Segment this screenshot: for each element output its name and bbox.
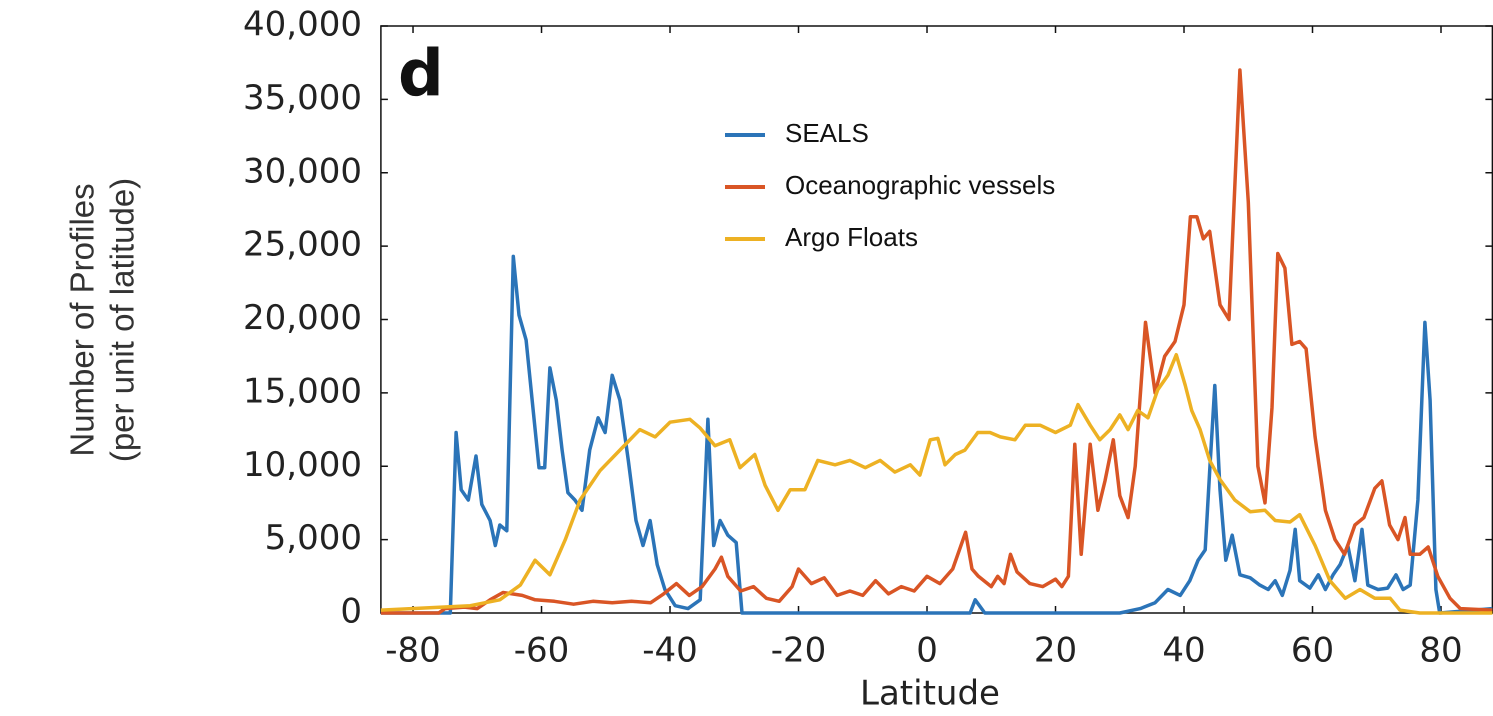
y-tick-label: 35,000 bbox=[243, 78, 362, 118]
y-tick-label: 40,000 bbox=[243, 5, 362, 45]
panel-label: d bbox=[398, 38, 444, 112]
x-tick-label: 20 bbox=[1034, 631, 1077, 671]
y-tick-label: 20,000 bbox=[243, 298, 362, 338]
plot-frame bbox=[380, 25, 1493, 614]
y-axis-label-line: (per unit of latitude) bbox=[104, 178, 141, 462]
x-tick-label: -60 bbox=[514, 631, 570, 671]
x-tick-label: 0 bbox=[916, 631, 938, 671]
data-line bbox=[380, 254, 1493, 615]
y-axis-label-line: Number of Profiles bbox=[64, 183, 101, 456]
x-tick-label: 60 bbox=[1291, 631, 1334, 671]
x-tick-label: -80 bbox=[385, 631, 441, 671]
x-tick-label: -20 bbox=[771, 631, 827, 671]
data-line bbox=[380, 352, 1493, 615]
y-tick-label: 30,000 bbox=[243, 151, 362, 191]
legend-label: Oceanographic vessels bbox=[785, 170, 1055, 200]
data-line bbox=[380, 68, 1493, 615]
x-axis-label: Latitude bbox=[860, 674, 1000, 714]
y-tick-label: 10,000 bbox=[243, 445, 362, 485]
x-tick-label: -40 bbox=[642, 631, 698, 671]
y-tick-label: 25,000 bbox=[243, 225, 362, 265]
y-tick-label: 0 bbox=[340, 592, 362, 632]
legend-label: Argo Floats bbox=[785, 222, 918, 252]
legend-label: SEALS bbox=[785, 118, 869, 148]
y-tick-label: 5,000 bbox=[265, 518, 362, 558]
y-axis-label: Number of Profiles (per unit of latitude… bbox=[64, 178, 141, 462]
x-tick-label: 40 bbox=[1162, 631, 1205, 671]
x-tick-label: 80 bbox=[1419, 631, 1462, 671]
y-tick-label: 15,000 bbox=[243, 371, 362, 411]
